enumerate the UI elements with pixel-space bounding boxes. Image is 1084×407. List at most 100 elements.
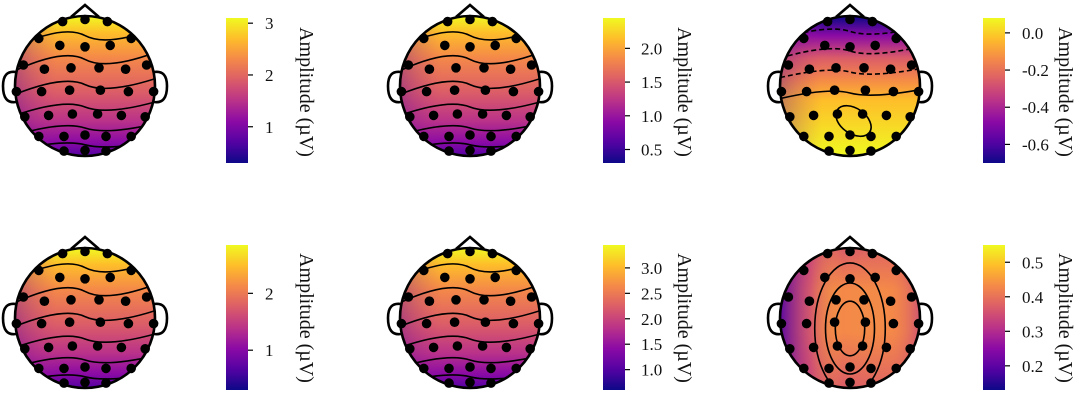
right-ear [538,302,554,336]
contour-line [15,283,155,304]
electrode-marker [405,344,415,354]
electrode-marker [857,109,868,119]
colorbar-label: Amplitude (µV) [1054,253,1076,383]
electrode-marker [428,342,439,353]
electrode-marker [428,110,439,121]
electrode-marker [804,64,815,74]
electrode-marker [866,378,876,388]
electrode-marker [832,109,843,119]
electrode-marker [80,130,90,140]
left-ear [1,302,17,336]
electrode-marker [116,110,127,121]
electrode-marker [490,272,501,283]
electrode-marker [396,86,407,97]
electrode-marker [511,33,521,44]
electrode-marker [845,42,855,52]
nose [455,3,485,18]
electrode-marker [479,63,489,73]
colorbar [226,245,248,390]
electrode-marker [123,318,134,329]
electrode-marker [533,86,544,97]
electrode-marker [18,60,29,70]
electrode-marker [20,112,30,122]
electrode-marker [799,131,809,142]
electrode-marker [123,86,134,97]
electrode-marker [808,342,819,353]
electrode-marker [105,272,115,283]
electrode-marker [141,292,152,302]
electrode-marker [18,292,29,302]
contour-line [15,51,155,72]
electrode-marker [101,146,111,156]
electrode-marker [43,110,54,121]
electrode-marker [141,60,152,70]
topomap-panel: 2.0 1.5 1.0 0.5 Amplitude (µV) [386,3,695,163]
colorbar-tick-label: 1 [265,341,274,360]
electrode-marker [11,86,22,97]
electrode-marker [140,344,150,354]
electrode-marker [403,292,414,302]
electrode-marker [444,131,454,142]
right-ear [153,70,169,104]
electrode-marker [67,109,78,119]
colorbar-label: Amplitude (µV) [673,253,695,383]
colorbar-tick-label: 3 [265,14,274,33]
colorbar-tick-label: 2.0 [641,39,662,58]
electrode-marker [444,363,454,374]
nose [835,235,865,250]
electrode-marker [80,274,90,284]
electrode-marker [80,42,90,52]
electrode-marker [465,145,475,156]
electrode-marker [881,110,892,121]
electrode-marker [511,265,521,276]
electrode-marker [801,86,812,97]
colorbar [603,18,625,163]
colorbar [983,18,1005,163]
electrode-marker [785,344,795,354]
topomap-panel: 2 1 Amplitude (µV) [1,235,317,390]
electrode-marker [866,146,876,156]
electrode-marker [511,131,521,142]
electrode-marker [477,341,488,351]
electrode-marker [891,33,901,44]
topomap-panel: 0.0 -0.2 -0.4 -0.6 Amplitude (µV) [766,3,1076,163]
electrode-marker [799,33,809,44]
electrode-marker [419,265,429,276]
colorbar-tick-label: 2 [265,66,274,85]
electrode-marker [845,130,855,140]
electrode-marker [80,145,90,156]
colorbar-label: Amplitude (µV) [295,27,317,157]
colorbar [603,245,625,390]
electrode-marker [776,86,787,97]
electrode-marker [419,33,429,44]
electrode-marker [824,131,834,142]
colorbar-tick-label: 2.5 [641,284,662,303]
electrode-marker [525,112,535,122]
electrode-marker [526,60,537,70]
electrode-marker [465,377,475,388]
electrode-marker [55,40,65,51]
topomap-panel: 3.0 2.5 2.0 1.5 1.0 Amplitude (µV) [386,235,695,390]
contour-line [15,309,155,328]
electrode-marker [67,341,78,351]
electrode-marker [39,64,50,74]
colorbar-tick-label: 2.0 [641,310,662,329]
colorbar-label: Amplitude (µV) [1054,27,1076,157]
colorbar-tick-label: 0.4 [1022,288,1044,307]
electrode-marker [533,318,544,329]
electrode-marker [57,16,68,27]
electrode-marker [39,296,50,307]
electrode-marker [505,64,516,74]
left-ear [1,70,17,104]
electrode-marker [64,317,75,328]
electrode-marker [891,131,901,142]
electrode-marker [860,85,871,95]
electrode-marker [845,274,855,284]
colorbar-tick-label: 1.0 [641,361,662,380]
electrode-marker [783,292,794,302]
nose [455,235,485,250]
electrode-marker [906,60,917,70]
electrode-marker [419,131,429,142]
electrode-marker [480,85,491,95]
right-ear [918,302,934,336]
